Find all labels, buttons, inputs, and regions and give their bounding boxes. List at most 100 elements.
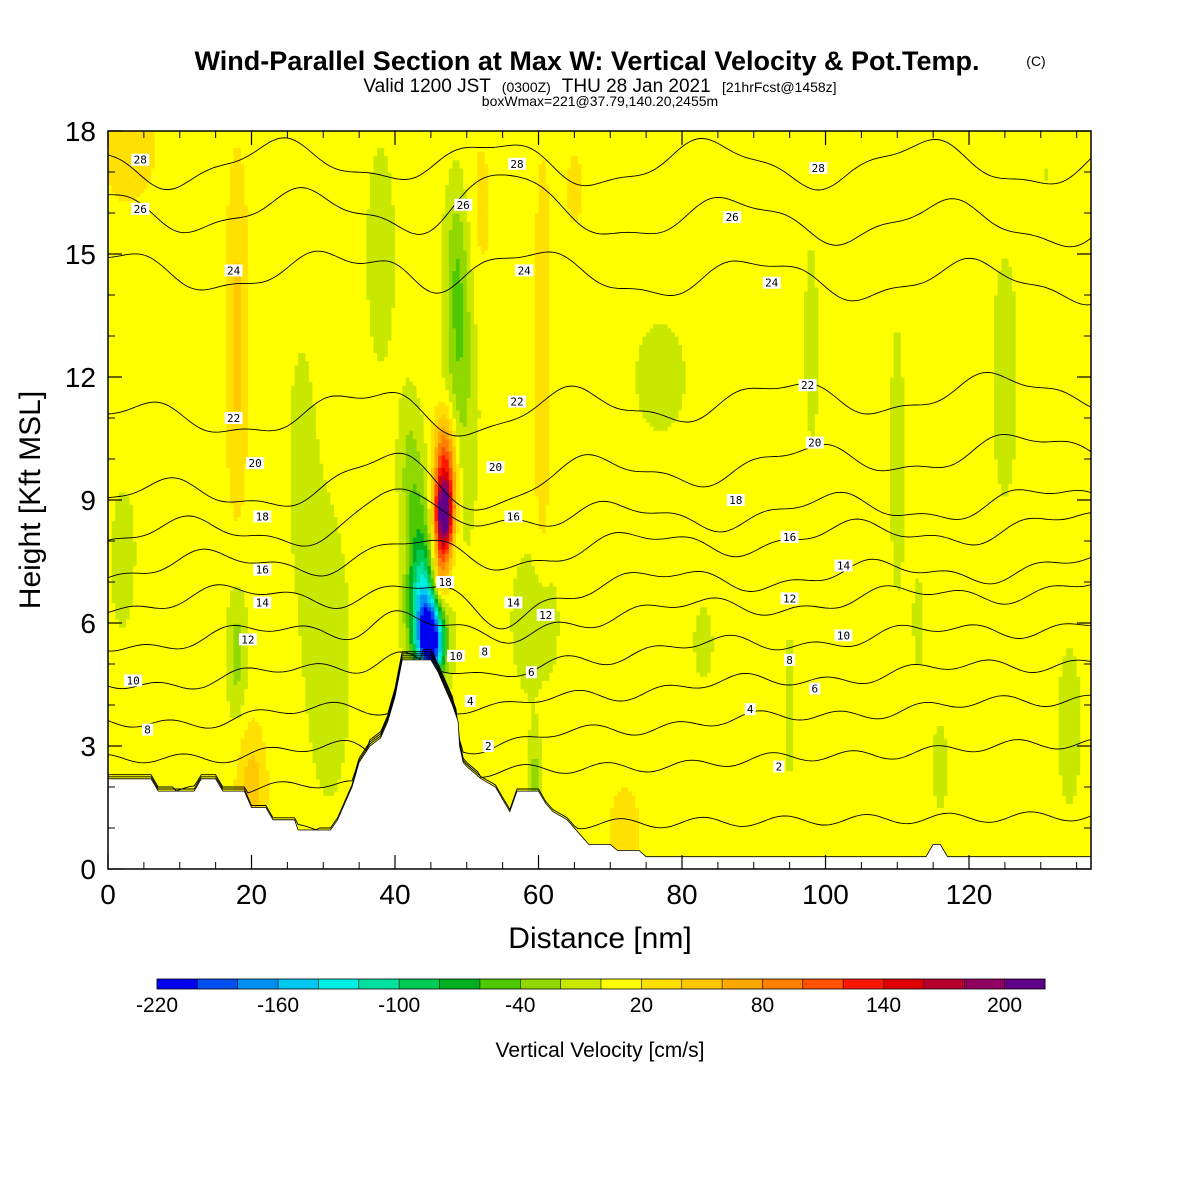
velocity-cell (434, 541, 439, 554)
velocity-cell (391, 131, 396, 206)
velocity-cell (409, 565, 414, 645)
velocity-cell (438, 549, 443, 558)
velocity-cell (911, 602, 916, 636)
colorbar-tick-label: 20 (630, 994, 653, 1017)
velocity-cell (972, 131, 977, 869)
velocity-cell (538, 582, 543, 690)
colorbar-swatch (843, 979, 885, 989)
velocity-cell (994, 295, 999, 460)
velocity-cell (395, 131, 400, 440)
velocity-cell (516, 131, 522, 567)
theta-contour-16 (108, 512, 1091, 579)
colorbar-tick-label: -100 (378, 994, 420, 1017)
velocity-cell (710, 635, 715, 653)
velocity-cell (423, 524, 428, 546)
velocity-cell (456, 213, 461, 259)
velocity-cell (369, 336, 375, 869)
velocity-cell (438, 557, 443, 567)
velocity-cell (760, 131, 766, 869)
velocity-cell (793, 131, 798, 869)
velocity-cell (258, 131, 263, 727)
velocity-cell (653, 131, 658, 325)
velocity-cell (1012, 459, 1017, 869)
velocity-cell (441, 434, 446, 448)
velocity-cell (416, 491, 421, 530)
velocity-cell (438, 500, 443, 522)
velocity-cell (237, 147, 242, 263)
contour-label-text: 26 (134, 203, 147, 216)
velocity-cell (298, 635, 303, 869)
velocity-cell (682, 360, 687, 394)
contour-label-text: 22 (510, 396, 523, 409)
velocity-cell (484, 249, 489, 869)
velocity-cell (380, 360, 385, 869)
velocity-cell (699, 606, 705, 677)
velocity-cell (108, 184, 113, 869)
velocity-cell (237, 717, 242, 755)
contour-label: 14 (504, 596, 523, 610)
velocity-cell (803, 385, 809, 869)
velocity-cell (689, 131, 694, 869)
velocity-cell (430, 618, 436, 661)
velocity-cell (534, 213, 540, 497)
velocity-cell (1008, 131, 1013, 267)
velocity-cell (893, 586, 898, 869)
velocity-cell (420, 647, 425, 653)
velocity-cell (682, 131, 687, 362)
velocity-cell (452, 504, 457, 509)
velocity-cell (240, 163, 245, 505)
velocity-cell (247, 721, 253, 759)
contour-label-bg (238, 633, 257, 646)
velocity-cell (172, 131, 177, 869)
x-tick-label: 20 (236, 879, 267, 910)
velocity-cell (168, 131, 174, 869)
velocity-cell (771, 131, 776, 869)
velocity-cell (448, 401, 454, 419)
velocity-cell (190, 131, 195, 869)
velocity-cell (811, 249, 816, 440)
velocity-cell (843, 131, 848, 869)
velocity-cell (445, 405, 450, 419)
colorbar-swatch (479, 979, 521, 989)
velocity-cell (940, 131, 945, 727)
velocity-cell (359, 131, 364, 869)
velocity-cell (617, 791, 622, 866)
velocity-cell (1076, 131, 1081, 677)
velocity-cell (430, 569, 436, 579)
velocity-cell (430, 602, 436, 608)
velocity-cell (244, 729, 249, 768)
velocity-cell (204, 131, 210, 869)
velocity-cell (423, 569, 428, 579)
velocity-cell (534, 495, 540, 575)
velocity-cell (936, 807, 941, 869)
velocity-cell (459, 131, 464, 169)
velocity-cell (520, 557, 525, 690)
velocity-cell (420, 504, 425, 534)
contour-label: 6 (809, 682, 821, 696)
contour-label-text: 28 (812, 162, 825, 175)
velocity-cell (1037, 131, 1042, 869)
velocity-cell (757, 131, 762, 869)
velocity-cell (534, 696, 540, 714)
velocity-cell (402, 131, 407, 386)
velocity-cell (918, 582, 923, 665)
velocity-cell (430, 131, 436, 423)
velocity-cell (481, 131, 486, 153)
velocity-cell (484, 163, 489, 251)
velocity-cell (1073, 655, 1078, 796)
contour-label-text: 4 (467, 695, 474, 708)
velocity-cell (545, 131, 550, 185)
velocity-cell (1065, 647, 1071, 804)
velocity-cell (524, 553, 529, 694)
velocity-cell (933, 131, 938, 735)
velocity-cell (448, 545, 454, 558)
velocity-cell (667, 327, 672, 427)
contour-label-text: 8 (144, 724, 151, 737)
contour-label-bg (508, 157, 526, 170)
velocity-cell (864, 131, 870, 869)
velocity-cell (577, 131, 583, 165)
contour-label-text: 12 (241, 633, 254, 646)
velocity-cell (445, 430, 450, 440)
velocity-cell (384, 356, 389, 869)
velocity-cell (111, 192, 116, 522)
